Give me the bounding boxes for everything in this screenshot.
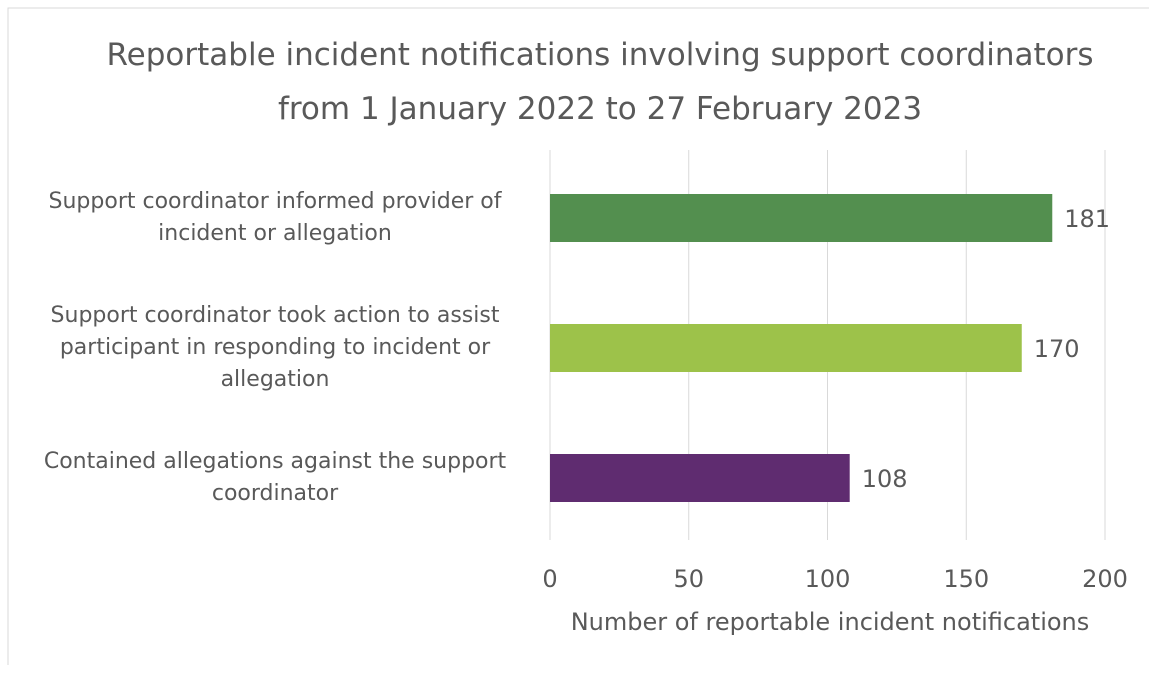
bar	[550, 194, 1053, 242]
x-tick-label: 150	[943, 565, 989, 593]
x-axis-title: Number of reportable incident notificati…	[570, 608, 1090, 636]
value-label: 181	[1064, 205, 1110, 233]
x-tick-label: 100	[805, 565, 851, 593]
chart-title: Reportable incident notifications involv…	[106, 37, 1094, 127]
x-tick-label: 200	[1082, 565, 1128, 593]
y-tick-label: Support coordinator took action to assis…	[50, 303, 500, 392]
bar	[550, 324, 1022, 372]
chart-border	[7, 7, 1149, 665]
x-tick-label: 0	[542, 565, 557, 593]
bar	[550, 454, 850, 502]
value-label: 170	[1034, 335, 1080, 363]
value-label: 108	[862, 465, 908, 493]
x-tick-label: 50	[673, 565, 704, 593]
y-tick-label: Contained allegations against the suppor…	[43, 449, 507, 506]
y-tick-label: Support coordinator informed provider of…	[48, 189, 502, 246]
